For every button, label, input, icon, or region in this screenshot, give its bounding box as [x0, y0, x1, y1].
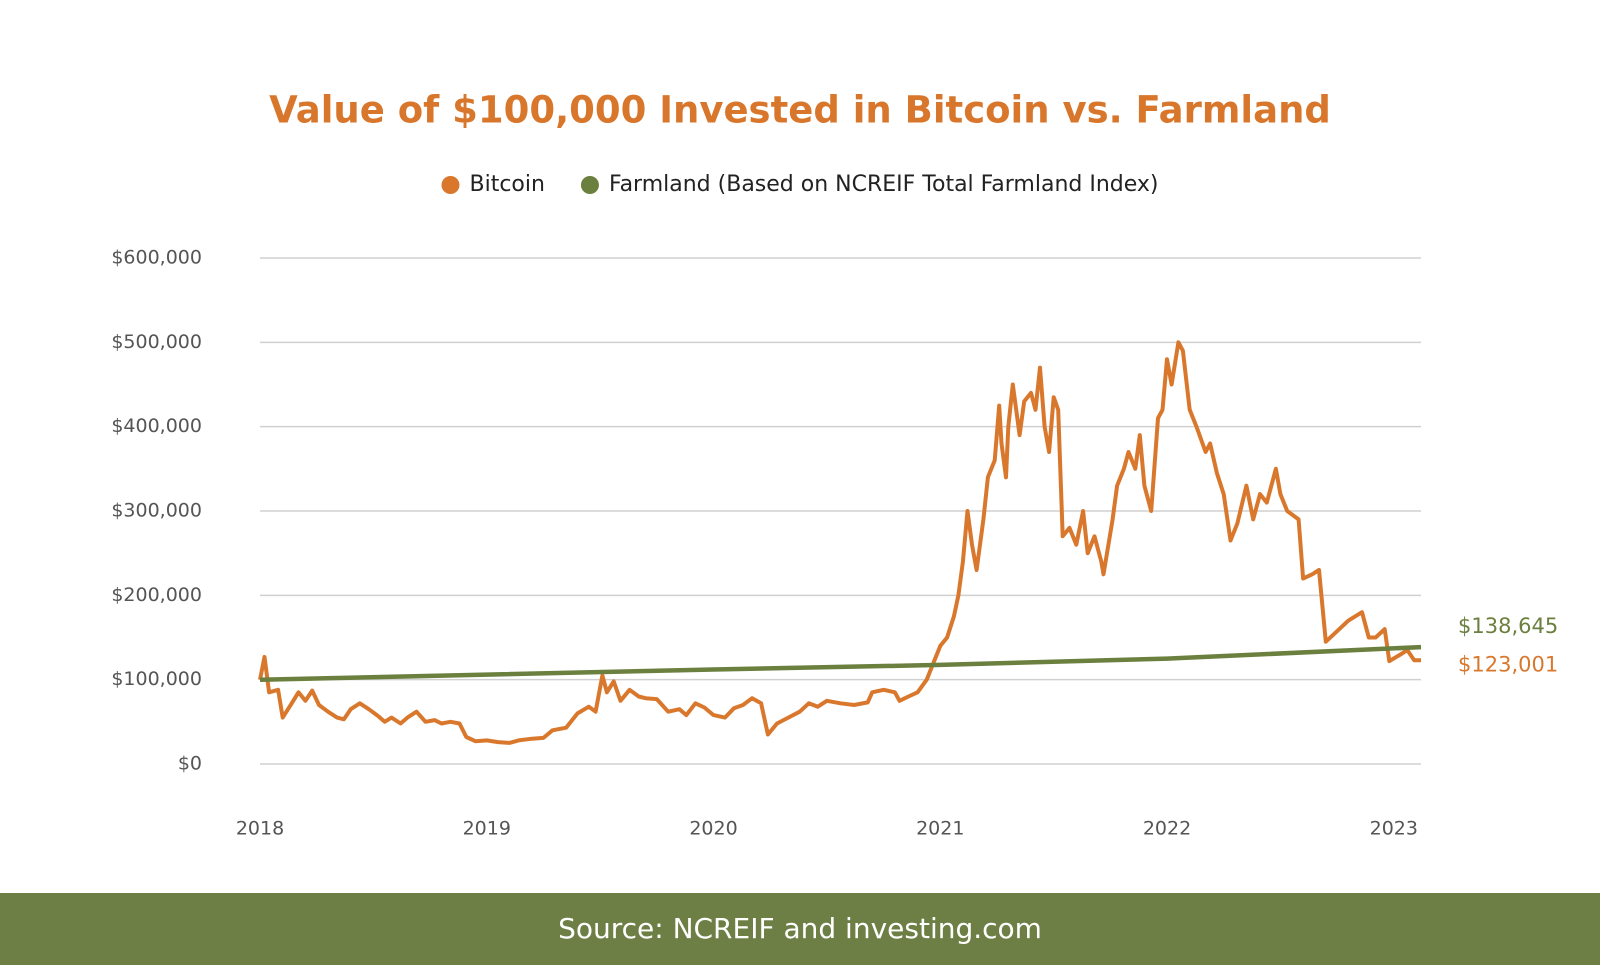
x-tick-label: 2023 — [1370, 818, 1418, 840]
grid: $0 $100,000 $200,000 $300,000 $400,000 $500,0… — [111, 247, 1421, 840]
series-line — [258, 340, 1421, 745]
y-tick-label: $0 — [178, 753, 202, 775]
footer-band — [0, 893, 1600, 965]
x-tick-label: 2019 — [463, 818, 511, 840]
y-tick-label: $500,000 — [111, 331, 202, 353]
legend-item: Farmland (Based on NCREIF Total Farmland… — [580, 172, 1159, 197]
x-tick-label: 2018 — [236, 818, 284, 840]
legend-marker — [580, 176, 599, 194]
legend: Bitcoin Farmland (Based on NCREIF Total F… — [441, 172, 1159, 197]
y-tick-label: $600,000 — [111, 247, 202, 269]
source: Source: NCREIF and investing.com — [558, 912, 1042, 945]
y-tick-label: $400,000 — [111, 415, 202, 437]
legend-item: Bitcoin — [441, 172, 545, 197]
end-label: $138,645 — [1458, 614, 1558, 638]
chart-title: Value of $100,000 Invested in Bitcoin vs… — [269, 89, 1331, 132]
series-line — [259, 644, 1422, 682]
legend-marker — [441, 176, 460, 194]
y-tick-label: $300,000 — [111, 500, 202, 522]
x-tick-label: 2022 — [1143, 818, 1191, 840]
lines: $123,001 $138,645 — [258, 340, 1558, 745]
y-tick-label: $200,000 — [111, 584, 202, 606]
y-tick-label: $100,000 — [111, 668, 202, 690]
x-tick-label: 2020 — [689, 818, 737, 840]
end-label: $123,001 — [1458, 652, 1558, 676]
legend-label: Farmland (Based on NCREIF Total Farmland… — [609, 172, 1159, 197]
legend-label: Bitcoin — [469, 172, 544, 197]
x-tick-label: 2021 — [916, 818, 964, 840]
